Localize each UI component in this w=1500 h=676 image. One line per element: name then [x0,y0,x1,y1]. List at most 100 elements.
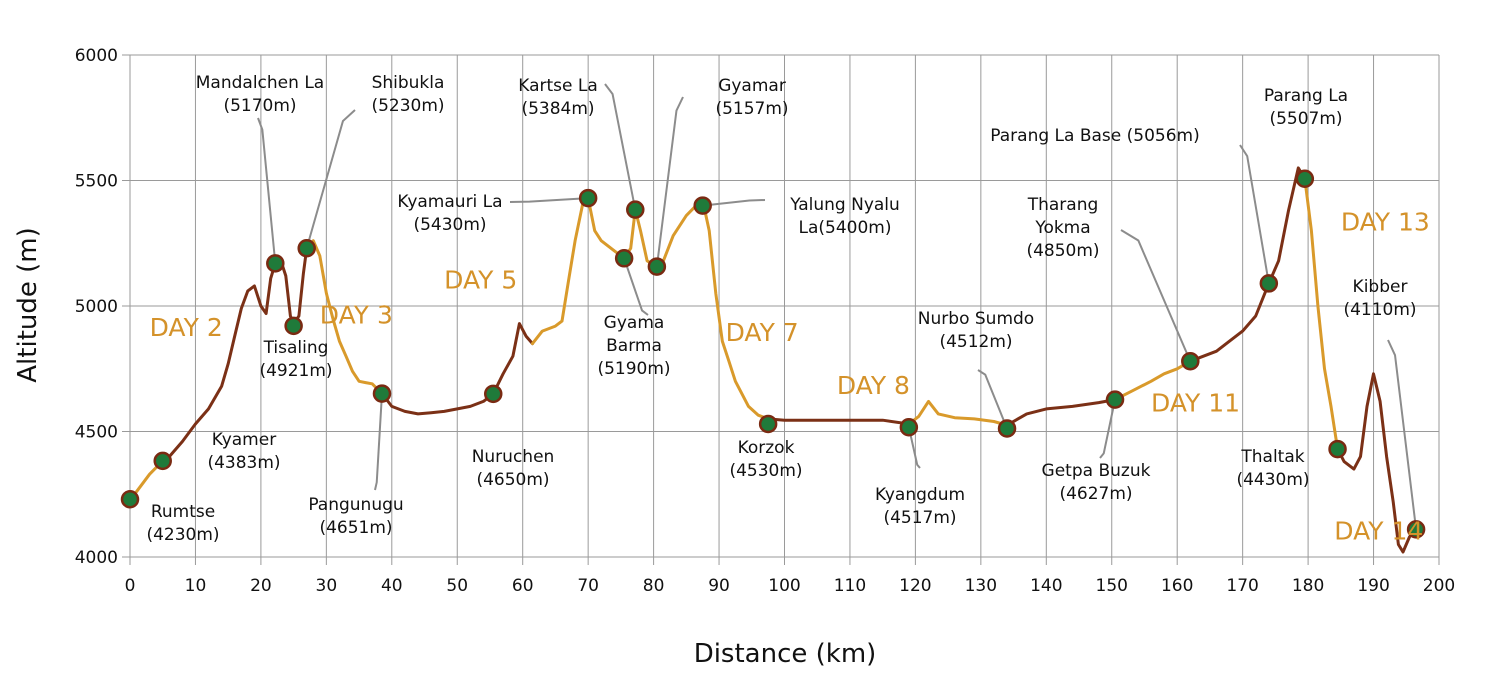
waypoint-name: Shibukla [372,73,445,93]
x-tick-label: 10 [185,576,207,596]
day-label: DAY 3 [320,301,393,330]
altitude-segment [380,322,534,416]
waypoint-name: Rumtse [151,502,215,522]
waypoint-name: Kyamauri La [397,192,502,212]
x-tick-label: 100 [768,576,800,596]
altitude-segment [305,239,384,396]
x-tick-label: 0 [125,576,136,596]
day-label: DAY 11 [1151,388,1240,417]
leader-line [509,197,589,203]
y-tick-label: 4000 [75,548,118,568]
waypoint-marker [297,239,316,258]
waypoint-name: Parang La Base (5056m) [990,126,1199,146]
y-tick-label: 5500 [75,172,118,192]
waypoint-name-line2: Barma [606,336,662,356]
day-label: DAY 13 [1341,208,1430,237]
waypoint-altitude: (4530m) [729,461,802,481]
waypoint-altitude: (5190m) [597,359,670,379]
waypoint-altitude: (4383m) [207,453,280,473]
waypoint-name: Getpa Buzuk [1042,461,1151,481]
waypoint-marker [647,257,667,276]
waypoint-marker [578,188,598,208]
x-tick-label: 110 [834,576,866,596]
waypoint-labels: Rumtse (4230m) Kyamer (4383m) Mandalchen La (… [146,73,1416,545]
leader-line [1120,229,1192,362]
leader-line [1387,339,1418,530]
x-tick-label: 50 [446,576,468,596]
waypoint-name: Pangunugu [308,495,403,515]
altitude-segment [1005,398,1117,427]
waypoint-markers [120,169,1426,539]
leader-line [374,393,383,491]
waypoint-altitude: (4512m) [939,332,1012,352]
altitude-segment [701,199,770,421]
x-tick-label: 30 [316,576,338,596]
waypoint-name: Korzok [738,438,795,458]
leader-line [1099,399,1117,459]
altitude-segment [1188,166,1307,363]
leader-line [702,199,766,207]
waypoint-altitude: (4850m) [1026,241,1099,261]
waypoint-marker [1328,439,1347,459]
waypoint-name: Tharang [1027,195,1099,215]
day-labels: DAY 2 DAY 3 DAY 5 DAY 7 DAY 8 DAY 11 DAY 13 DAY… [150,208,1430,546]
waypoint-marker [997,419,1017,438]
waypoint-altitude: (5170m) [223,96,296,116]
waypoint-altitude: (4650m) [476,470,549,490]
waypoint-name: Kyangdum [875,485,965,505]
waypoint-marker [1406,520,1426,539]
x-tick-label: 60 [512,576,534,596]
x-tick-label: 180 [1292,576,1324,596]
waypoint-marker [1295,169,1315,188]
altitude-segment [1113,359,1192,402]
leader-line [604,83,637,210]
waypoint-altitude: (5384m) [521,99,594,119]
day-label: DAY 8 [837,371,910,400]
x-tick-label: 190 [1357,576,1389,596]
waypoint-marker [266,254,285,273]
y-tick-label: 4500 [75,423,118,443]
waypoint-marker [1259,274,1279,293]
x-tick-label: 80 [643,576,665,596]
waypoint-altitude: (5230m) [371,96,444,116]
waypoint-marker [372,384,392,403]
y-tick-label: 5000 [75,297,118,317]
x-tick-label: 70 [577,576,599,596]
x-tick-label: 170 [1226,576,1258,596]
x-tick-label: 200 [1423,576,1455,596]
altitude-segment [907,399,1009,427]
day-label: DAY 5 [444,265,517,294]
waypoint-name: Parang La [1264,86,1348,106]
waypoint-name: Thaltak [1240,447,1304,467]
waypoint-marker [1181,351,1200,371]
leader-lines [257,83,1418,530]
altitude-segment [766,417,911,426]
y-tick-label: 6000 [75,46,118,66]
waypoint-marker [758,414,778,434]
waypoint-altitude: (4517m) [883,508,956,528]
waypoint-altitude: (4110m) [1343,300,1416,320]
waypoint-marker [899,417,919,437]
waypoint-name: Gyama [604,313,665,333]
leader-line [305,109,356,249]
waypoint-marker [284,316,303,336]
waypoint-altitude: (5430m) [413,215,486,235]
waypoint-marker [693,196,712,215]
waypoint-name: Gyamar [718,76,786,96]
waypoint-name: Kartse La [518,76,598,96]
waypoint-name: Kyamer [212,430,276,450]
waypoint-name: Mandalchen La [196,73,324,93]
x-tick-label: 130 [965,576,997,596]
waypoint-altitude: (4430m) [1236,470,1309,490]
waypoint-marker [1105,390,1125,409]
leader-line [655,96,684,267]
waypoint-name: Nurbo Sumdo [918,309,1034,329]
waypoint-marker [626,200,645,219]
altitude-segment [1303,177,1340,451]
day-label: DAY 14 [1334,516,1423,545]
y-axis-title: Altitude (m) [13,227,43,382]
waypoint-altitude: (5507m) [1269,109,1342,129]
leader-line [257,117,277,264]
waypoint-marker [614,249,634,268]
